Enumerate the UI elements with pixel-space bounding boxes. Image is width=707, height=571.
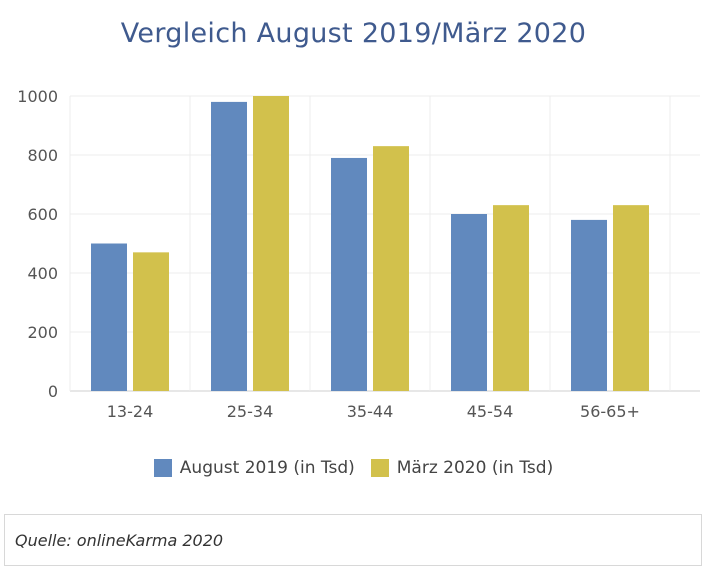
y-tick-labels: 0 200 400 600 800 1000 xyxy=(17,87,58,401)
x-tick-label: 25-34 xyxy=(227,402,274,421)
y-tick-label: 400 xyxy=(27,264,58,283)
bar-13-24-series-2[interactable] xyxy=(133,252,169,391)
y-tick-label: 1000 xyxy=(17,87,58,106)
bar-45-54-series-1[interactable] xyxy=(451,214,487,391)
source-box: Quelle: onlineKarma 2020 xyxy=(4,514,702,566)
x-tick-label: 13-24 xyxy=(107,402,154,421)
bars xyxy=(91,96,649,392)
legend-swatch-series-2 xyxy=(370,459,389,477)
bar-chart: 0 200 400 600 800 1000 13-24 25-34 35-44 45-54 56… xyxy=(17,87,700,421)
source-note: Quelle: onlineKarma 2020 xyxy=(15,530,224,550)
y-tick-label: 0 xyxy=(48,382,58,401)
bar-56-65+-series-2[interactable] xyxy=(613,205,649,391)
bar-13-24-series-1[interactable] xyxy=(91,243,127,392)
x-tick-label: 35-44 xyxy=(347,402,394,421)
legend-item-series-2[interactable]: März 2020 (in Tsd) xyxy=(370,458,554,478)
legend-item-series-1[interactable]: August 2019 (in Tsd) xyxy=(153,458,355,478)
bar-56-65+-series-1[interactable] xyxy=(571,219,607,391)
y-tick-label: 800 xyxy=(27,146,58,165)
x-tick-label: 45-54 xyxy=(467,402,514,421)
chart-title: Vergleich August 2019/März 2020 xyxy=(120,18,587,49)
x-tick-labels: 13-24 25-34 35-44 45-54 56-65+ xyxy=(107,402,640,421)
bar-35-44-series-2[interactable] xyxy=(373,146,409,391)
bar-25-34-series-1[interactable] xyxy=(211,101,247,392)
bar-25-34-series-2[interactable] xyxy=(253,96,289,391)
y-tick-label: 200 xyxy=(27,323,58,342)
legend-swatch-series-1 xyxy=(153,459,172,477)
y-tick-label: 600 xyxy=(27,205,58,224)
legend: August 2019 (in Tsd) März 2020 (in Tsd) xyxy=(0,458,707,478)
x-tick-label: 56-65+ xyxy=(580,402,640,421)
bar-35-44-series-1[interactable] xyxy=(331,157,367,391)
bar-45-54-series-2[interactable] xyxy=(493,205,529,391)
legend-label-series-2: März 2020 (in Tsd) xyxy=(396,458,554,478)
legend-label-series-1: August 2019 (in Tsd) xyxy=(179,458,355,478)
